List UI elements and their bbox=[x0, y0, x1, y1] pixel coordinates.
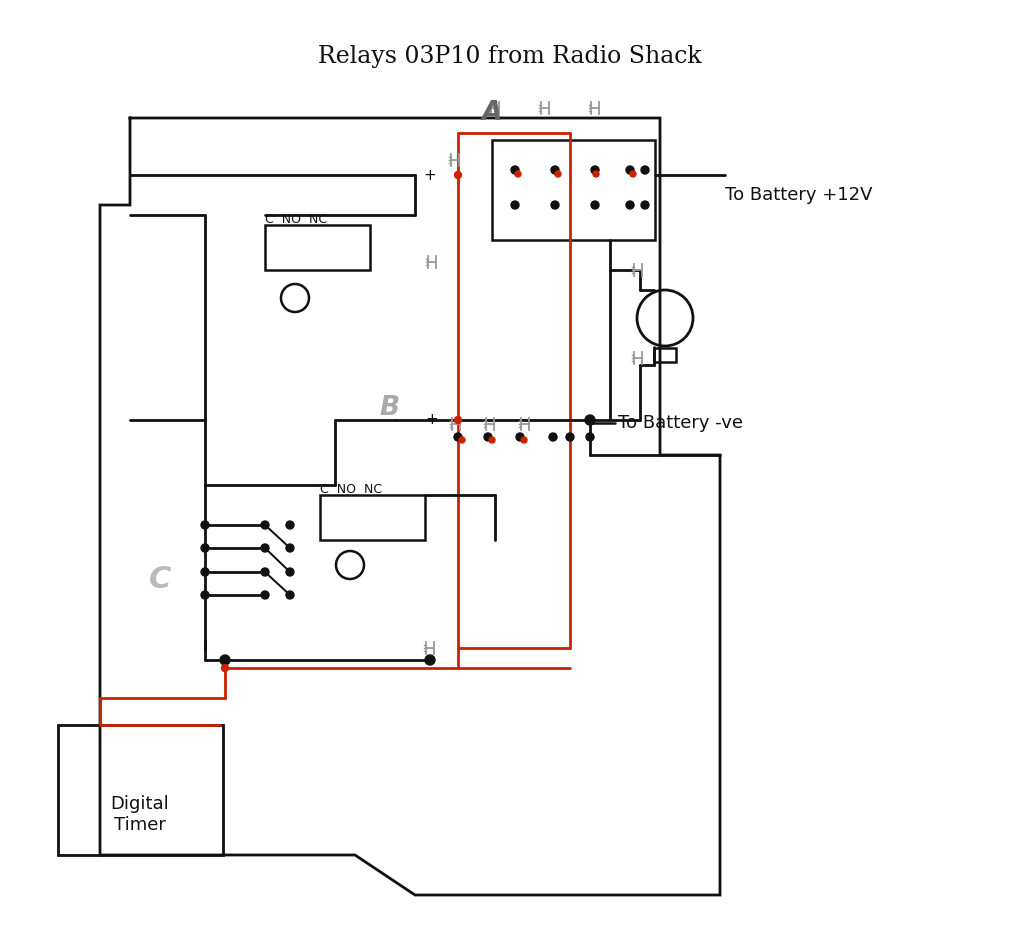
Bar bbox=[319, 495, 425, 540]
Circle shape bbox=[459, 437, 465, 443]
Circle shape bbox=[261, 591, 269, 599]
Text: B: B bbox=[380, 395, 400, 421]
Circle shape bbox=[220, 655, 230, 665]
Circle shape bbox=[484, 433, 492, 441]
Circle shape bbox=[551, 166, 559, 174]
Circle shape bbox=[201, 591, 209, 599]
Text: To Battery +12V: To Battery +12V bbox=[725, 186, 872, 204]
Circle shape bbox=[516, 433, 524, 441]
Circle shape bbox=[425, 655, 435, 665]
Circle shape bbox=[201, 544, 209, 552]
Circle shape bbox=[566, 433, 574, 441]
Text: Relays 03P10 from Radio Shack: Relays 03P10 from Radio Shack bbox=[318, 45, 701, 68]
Circle shape bbox=[261, 568, 269, 576]
Circle shape bbox=[489, 437, 495, 443]
Circle shape bbox=[593, 171, 599, 177]
Circle shape bbox=[549, 433, 557, 441]
Circle shape bbox=[286, 521, 294, 529]
Circle shape bbox=[626, 166, 634, 174]
Text: +: + bbox=[424, 167, 436, 182]
Circle shape bbox=[455, 417, 462, 423]
Text: Digital
Timer: Digital Timer bbox=[111, 795, 169, 834]
Circle shape bbox=[591, 166, 599, 174]
Text: C  NO  NC: C NO NC bbox=[265, 213, 327, 226]
Circle shape bbox=[586, 433, 594, 441]
Circle shape bbox=[641, 201, 649, 209]
Circle shape bbox=[551, 201, 559, 209]
Text: +: + bbox=[426, 413, 438, 428]
Circle shape bbox=[286, 568, 294, 576]
Text: C: C bbox=[148, 565, 171, 594]
Circle shape bbox=[455, 171, 462, 179]
Text: To Battery -ve: To Battery -ve bbox=[618, 414, 743, 432]
Circle shape bbox=[511, 201, 519, 209]
Circle shape bbox=[286, 544, 294, 552]
Circle shape bbox=[511, 166, 519, 174]
Circle shape bbox=[641, 166, 649, 174]
Circle shape bbox=[626, 201, 634, 209]
Circle shape bbox=[585, 415, 595, 425]
Circle shape bbox=[221, 665, 228, 671]
Circle shape bbox=[555, 171, 561, 177]
Circle shape bbox=[286, 591, 294, 599]
Bar bbox=[492, 140, 655, 240]
Bar bbox=[654, 348, 676, 362]
Bar bbox=[58, 725, 223, 855]
Circle shape bbox=[201, 521, 209, 529]
Circle shape bbox=[261, 521, 269, 529]
Circle shape bbox=[201, 568, 209, 576]
Text: C  NO  NC: C NO NC bbox=[319, 483, 382, 496]
Bar bbox=[265, 225, 370, 270]
Circle shape bbox=[515, 171, 521, 177]
Circle shape bbox=[261, 544, 269, 552]
Text: A: A bbox=[482, 100, 502, 126]
Circle shape bbox=[521, 437, 527, 443]
Circle shape bbox=[591, 201, 599, 209]
Circle shape bbox=[454, 433, 462, 441]
Circle shape bbox=[630, 171, 636, 177]
